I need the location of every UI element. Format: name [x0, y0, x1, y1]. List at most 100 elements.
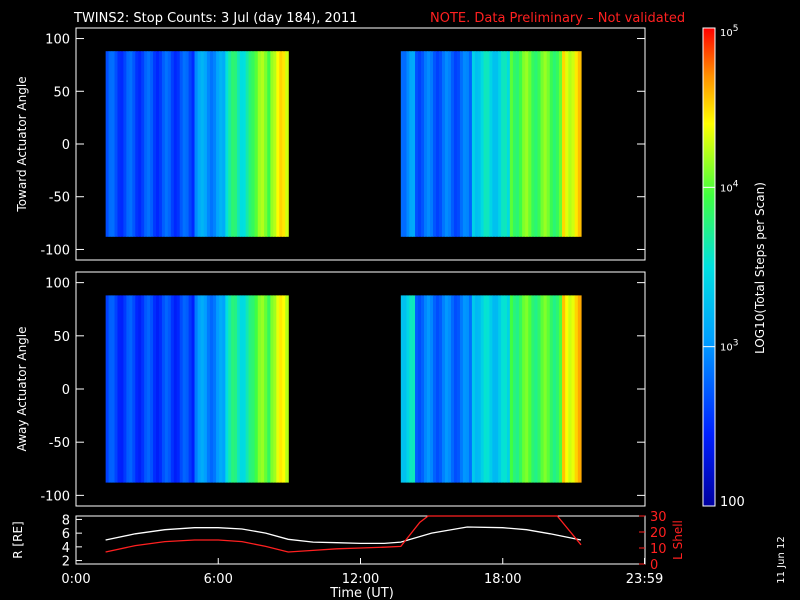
l-shell-line	[105, 515, 582, 553]
heatmap-strip	[465, 295, 470, 483]
r-axis-label: R [RE]	[11, 521, 25, 558]
y-tick-label: -50	[49, 436, 70, 451]
heatmap-strip	[462, 51, 467, 237]
heatmap-strip	[427, 51, 431, 237]
heatmap-strip	[540, 295, 545, 483]
heatmap-strip	[279, 295, 283, 483]
heatmap-strip	[546, 295, 551, 483]
heatmap-strip	[577, 295, 582, 483]
heatmap-strip	[248, 295, 253, 483]
heatmap-strip	[222, 51, 226, 237]
heatmap-strip	[126, 51, 130, 237]
heatmap-strip	[200, 295, 205, 483]
colorbar-tick-label: 103	[720, 339, 738, 354]
heatmap-strip	[191, 51, 196, 237]
heatmap-strip	[147, 295, 151, 483]
heatmap-strip	[231, 51, 235, 237]
y-axis-ticks: 100 50 0 -50 -100	[40, 33, 645, 258]
heatmap-strip	[276, 51, 280, 237]
y2-tick-label: 30	[650, 510, 667, 525]
heatmap-strip	[206, 295, 211, 483]
heatmap-strip	[438, 295, 443, 483]
colorbar-ticks: 105 104 103 100	[703, 24, 745, 510]
panel-frame	[75, 515, 646, 565]
heatmap-strip	[285, 51, 289, 237]
heatmap-strip	[105, 295, 110, 483]
heatmap-strip	[185, 295, 190, 483]
heatmap-strip	[276, 295, 280, 483]
heatmap-strip	[150, 295, 154, 483]
heatmap-strip	[167, 295, 172, 483]
heatmap-strip	[245, 295, 250, 483]
heatmap-strip	[129, 295, 133, 483]
heatmap-strip	[421, 295, 425, 483]
heatmap-strip	[153, 295, 157, 483]
heatmap-strip	[173, 295, 178, 483]
heatmap-strip	[285, 295, 289, 483]
heatmap-strip	[409, 295, 413, 483]
y-tick-label: -100	[40, 489, 70, 504]
heatmap-strip	[260, 51, 265, 237]
heatmap-strip	[225, 51, 229, 237]
heatmap-strip	[234, 51, 238, 237]
heatmap-strip	[270, 295, 274, 483]
heatmap-strip	[191, 295, 196, 483]
heatmap-strip	[571, 51, 576, 237]
heatmap-strip	[257, 295, 262, 483]
heatmap-strip	[435, 295, 440, 483]
heatmap-strip	[179, 295, 184, 483]
heatmap-strip	[462, 295, 467, 483]
heatmap-strip	[537, 51, 542, 237]
y-tick-label: 50	[53, 330, 70, 345]
heatmap-strip	[525, 51, 529, 237]
heatmap-strip	[501, 51, 505, 237]
heatmap-strip	[403, 51, 408, 237]
heatmap-strip	[509, 295, 514, 483]
heatmap-strip	[267, 51, 272, 237]
y-tick-label: 4	[62, 541, 70, 556]
heatmap-strip	[444, 51, 449, 237]
heatmap-strip	[273, 51, 277, 237]
y-tick-label: 8	[62, 513, 70, 528]
chart-title: TWINS2: Stop Counts: 3 Jul (day 184), 20…	[73, 11, 358, 26]
heatmap-strip	[522, 51, 526, 237]
heatmap-strip	[447, 295, 452, 483]
heatmap-strip	[245, 51, 250, 237]
heatmap-strip	[471, 51, 476, 237]
heatmap-strip	[123, 295, 127, 483]
heatmap-strip	[477, 295, 482, 483]
heatmap-strip	[525, 295, 529, 483]
heatmap-strip	[200, 51, 205, 237]
heatmap-strip	[239, 295, 244, 483]
heatmap-strip	[219, 295, 223, 483]
heatmap-strip	[279, 51, 283, 237]
heatmap-strip	[239, 51, 244, 237]
heatmap-strip	[123, 51, 127, 237]
heatmap-strip	[251, 51, 256, 237]
heatmap-strips	[105, 295, 582, 483]
heatmap-strip	[264, 51, 268, 237]
y-tick-label: 0	[62, 383, 70, 398]
heatmap-strip	[138, 295, 142, 483]
heatmap-strip	[108, 51, 113, 237]
heatmap-strip	[568, 51, 573, 237]
heatmap-strip	[537, 295, 542, 483]
heatmap-strip	[206, 51, 211, 237]
heatmap-strip	[254, 51, 259, 237]
heatmap-strip	[406, 295, 410, 483]
heatmap-strip	[156, 51, 160, 237]
heatmap-strip	[176, 51, 181, 237]
heatmap-strip	[512, 295, 517, 483]
heatmap-strip	[474, 295, 479, 483]
heatmap-strip	[441, 51, 446, 237]
heatmap-strip	[158, 295, 163, 483]
heatmap-strip	[540, 51, 545, 237]
heatmap-strip	[203, 51, 208, 237]
heatmap-strip	[194, 51, 199, 237]
heatmap-strip	[197, 51, 202, 237]
heatmap-strip	[231, 295, 235, 483]
y-axis-label: Away Actuator Angle	[15, 326, 29, 451]
heatmap-strip	[528, 51, 532, 237]
heatmap-strip	[477, 51, 482, 237]
